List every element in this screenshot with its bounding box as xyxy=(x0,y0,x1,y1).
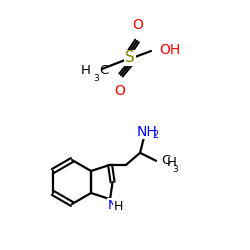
Text: 2: 2 xyxy=(152,130,158,140)
Text: N: N xyxy=(108,198,118,211)
Text: H: H xyxy=(167,156,177,169)
Text: H: H xyxy=(114,200,123,212)
Text: NH: NH xyxy=(137,125,158,139)
Text: S: S xyxy=(125,50,135,66)
Text: C: C xyxy=(161,154,170,167)
Text: 3: 3 xyxy=(93,74,99,83)
Text: 3: 3 xyxy=(172,165,178,174)
Text: C: C xyxy=(99,64,108,78)
Text: O: O xyxy=(114,84,126,98)
Text: H: H xyxy=(81,64,91,78)
Text: O: O xyxy=(132,18,143,32)
Text: OH: OH xyxy=(159,43,180,57)
